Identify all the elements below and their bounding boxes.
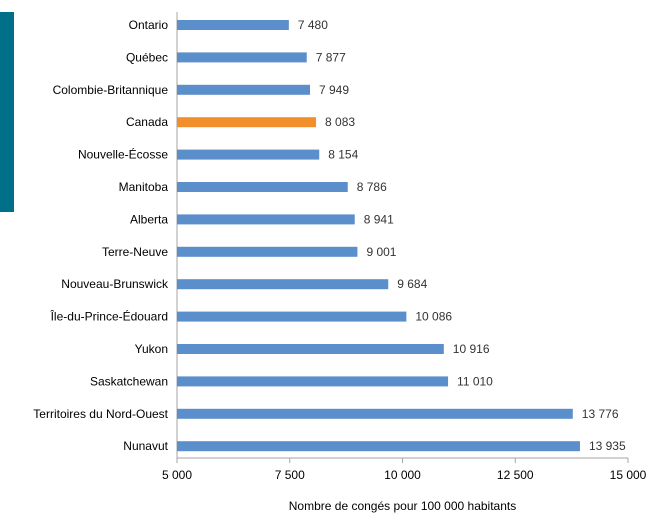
accent-strip [0,12,14,212]
data-label: 9 001 [366,245,396,259]
category-label: Île-du-Prince-Édouard [50,309,168,324]
category-label: Terre-Neuve [102,245,168,259]
data-label: 8 786 [357,180,387,194]
data-label: 8 083 [325,115,355,129]
bar [177,84,310,95]
data-label: 8 154 [328,148,358,162]
category-label: Québec [126,50,168,64]
bar [177,279,389,290]
bar [177,246,358,257]
data-label: 9 684 [397,277,427,291]
x-tick-label: 5 000 [162,468,192,482]
x-tick-label: 12 500 [497,468,534,482]
bar [177,214,355,225]
bar [177,344,444,354]
category-label: Nouveau-Brunswick [61,277,169,291]
category-label: Yukon [135,342,168,356]
data-label: 13 935 [589,439,626,453]
data-label: 7 877 [316,50,346,64]
bar [177,311,407,322]
bar [177,441,580,452]
data-label: 7 480 [298,18,328,32]
bar [177,20,289,30]
x-tick-label: 15 000 [610,468,647,482]
category-label: Territoires du Nord-Ouest [33,407,168,421]
category-label: Nouvelle-Écosse [78,147,168,162]
data-label: 7 949 [319,83,349,97]
category-label: Manitoba [119,180,169,194]
x-tick-label: 7 500 [275,468,305,482]
bar [177,408,573,419]
data-label: 10 086 [415,310,452,324]
category-label: Alberta [130,212,168,226]
data-label: 13 776 [582,407,619,421]
data-label: 10 916 [453,342,490,356]
bar [177,52,307,63]
category-label: Saskatchewan [90,374,168,388]
x-axis-title: Nombre de congés pour 100 000 habitants [289,499,517,513]
category-label: Canada [126,115,168,129]
category-label: Colombie-Britannique [53,83,169,97]
bar [177,376,449,387]
bar [177,182,348,192]
category-label: Ontario [129,18,169,32]
data-label: 8 941 [364,212,394,226]
x-tick-label: 10 000 [384,468,421,482]
bar [177,149,320,160]
category-label: Nunavut [123,439,168,453]
bar-highlight [177,117,317,128]
data-label: 11 010 [457,374,493,388]
